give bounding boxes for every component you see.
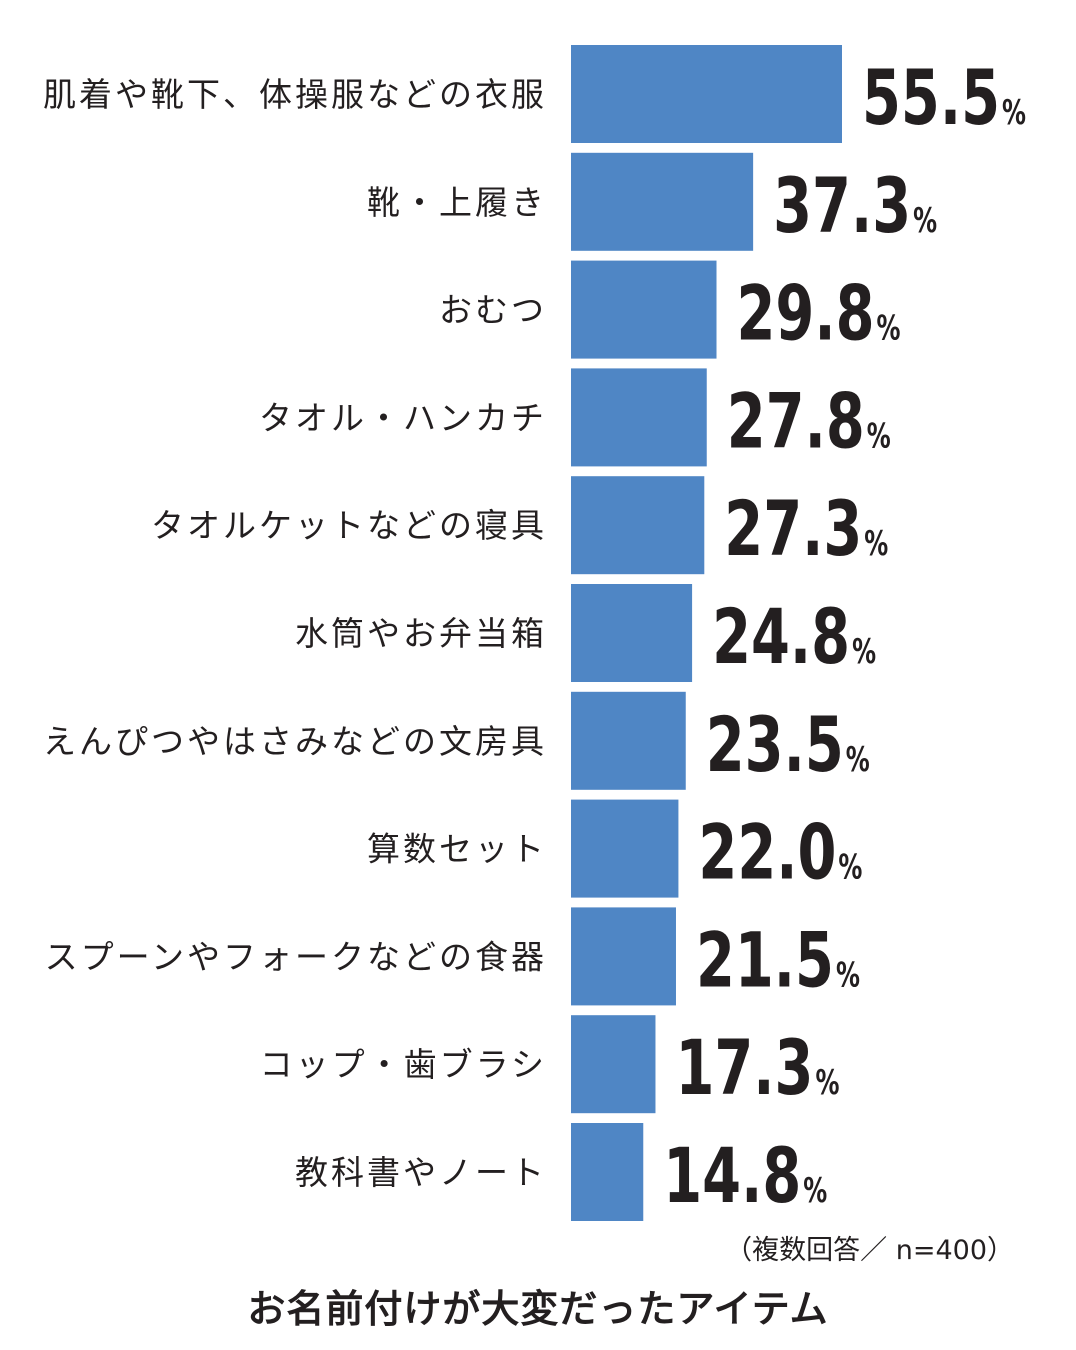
category-label: 靴・上履き [367,183,547,222]
category-label: えんぴつやはさみなどの文房具 [43,722,547,761]
bar [571,476,705,575]
bar-row: おむつ 29.8% [439,260,901,359]
category-label: スプーンやフォークなどの食器 [45,937,547,976]
sample-note: （複数回答／ n=400） [725,1235,1014,1266]
bar-row: タオル・ハンカチ 27.8% [259,368,891,467]
bar-row: 肌着や靴下、体操服などの衣服 55.5% [43,45,1026,143]
percent-unit: % [864,524,888,564]
value-label: 27.3 [724,484,862,573]
percent-unit: % [846,740,870,780]
category-label: タオルケットなどの寝具 [151,506,547,545]
bar-row: コップ・歯ブラシ 17.3% [260,1015,839,1114]
bar [571,1123,644,1221]
bar [571,45,842,143]
bar [571,907,676,1006]
bar [571,691,686,790]
value-label: 23.5 [706,700,844,789]
category-label: 肌着や靴下、体操服などの衣服 [43,75,547,114]
chart-title: お名前付けが大変だったアイテム [247,1287,829,1331]
bar-row: えんぴつやはさみなどの文房具 23.5% [43,691,870,790]
bar-row: 教科書やノート 14.8% [295,1123,827,1221]
value-label: 29.8 [737,269,875,358]
category-label: 教科書やノート [295,1153,547,1192]
percent-unit: % [815,1063,839,1103]
bars-layer: 肌着や靴下、体操服などの衣服 55.5 %靴・上履き 37.3 %おむつ 29.8 %タオル… [43,45,1026,1221]
bar-row: スプーンやフォークなどの食器 21.5% [45,907,860,1006]
percent-unit: % [867,416,891,456]
bar-row: タオルケットなどの寝具 27.3% [151,476,888,575]
bar [571,260,717,359]
category-label: タオル・ハンカチ [259,398,547,437]
category-label: コップ・歯ブラシ [260,1045,547,1084]
bar-row: 算数セット 22.0% [367,799,862,898]
value-label: 55.5 [862,53,1000,142]
value-label: 14.8 [663,1131,801,1220]
percent-unit: % [852,632,876,672]
value-label: 17.3 [675,1023,813,1112]
bar [571,799,679,898]
percent-unit: % [877,309,901,349]
value-label: 37.3 [773,161,911,250]
bar [571,368,707,467]
percent-unit: % [838,848,862,888]
bar-row: 靴・上履き 37.3% [367,152,937,251]
value-label: 21.5 [696,915,834,1004]
category-label: 水筒やお弁当箱 [295,614,547,653]
value-label: 27.8 [727,376,865,465]
percent-unit: % [836,955,860,995]
bar [571,584,693,682]
value-label: 24.8 [712,592,850,681]
bar-row: 水筒やお弁当箱 24.8% [295,584,876,682]
category-label: おむつ [439,291,547,330]
value-label: 22.0 [698,808,836,897]
percent-unit: % [913,201,937,241]
percent-unit: % [803,1171,827,1211]
category-label: 算数セット [367,830,547,869]
bar [571,1015,656,1114]
percent-unit: % [1002,93,1026,133]
bar [571,152,754,251]
